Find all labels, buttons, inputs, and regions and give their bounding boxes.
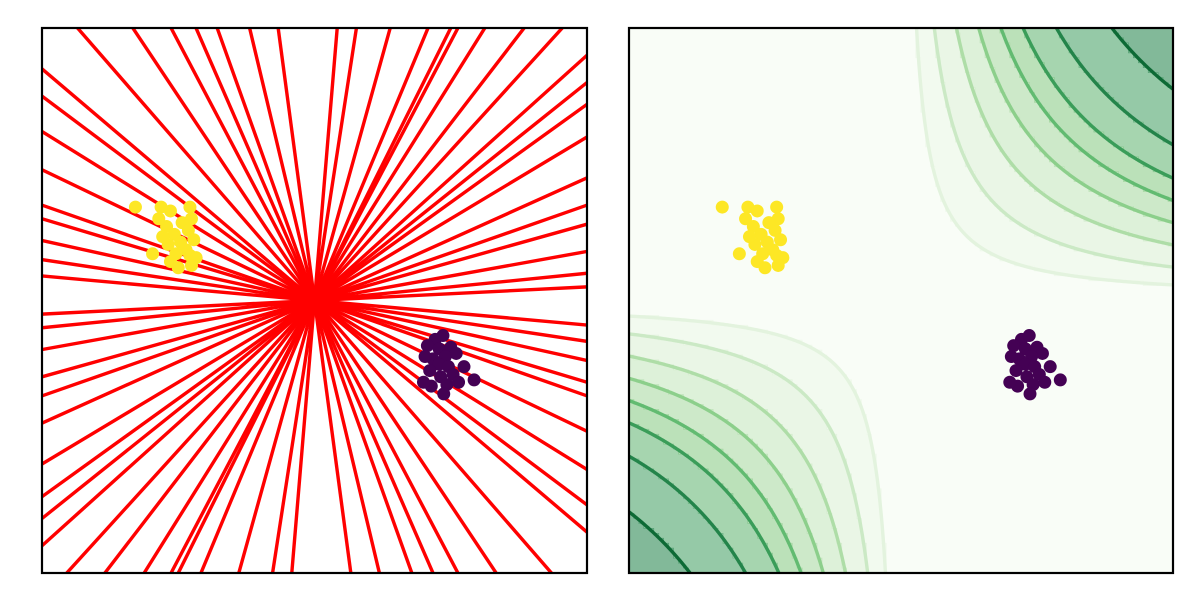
contour-line-1	[932, 28, 1173, 269]
contour-band-0	[629, 28, 1173, 573]
lines-plot-frame	[40, 26, 589, 575]
class_b-point	[1004, 350, 1018, 364]
contour-line-6	[1054, 28, 1173, 147]
class_a-point	[774, 233, 788, 247]
class_a-point	[163, 204, 177, 218]
class_b-point	[437, 387, 451, 401]
contour-line-5	[629, 421, 781, 573]
class_b-point	[1023, 387, 1037, 401]
contour-line-3	[977, 28, 1173, 225]
class_a-point	[187, 233, 201, 247]
contour-band-3	[629, 28, 1173, 573]
class_a-point	[739, 212, 753, 226]
class_a-point	[128, 200, 142, 214]
contour-lines	[629, 28, 1173, 573]
class_b-point	[1022, 329, 1036, 343]
class_b-point	[418, 350, 432, 364]
class_b-point	[1035, 346, 1049, 360]
contour-line-6	[629, 454, 748, 573]
class_b-point	[1053, 373, 1067, 387]
class_b-point	[452, 375, 466, 389]
hyperplane-line	[42, 80, 587, 521]
contour-line-2	[629, 354, 848, 573]
class_b-point	[1003, 375, 1017, 389]
contour-band-7	[629, 28, 1173, 573]
contour-plot-frame	[627, 26, 1175, 575]
class_b-point	[1007, 339, 1021, 353]
class_b-point	[417, 375, 430, 389]
class_a-point	[770, 200, 784, 214]
class_a-point	[183, 200, 197, 214]
class_b-point	[420, 339, 434, 353]
lines-panel	[40, 26, 589, 575]
class_b-point	[1009, 364, 1023, 378]
class_a-point	[156, 230, 170, 244]
contour-fills	[629, 28, 1173, 573]
class_b-point	[449, 346, 463, 360]
class_b-point	[1043, 360, 1057, 374]
class_a-point	[146, 247, 160, 261]
class_b-point	[1038, 375, 1052, 389]
contour-line-0	[629, 314, 888, 573]
class_a-point	[152, 212, 166, 226]
contour-line-0	[914, 28, 1173, 287]
hyperplane-lines	[42, 28, 587, 573]
class_a-point	[758, 261, 772, 275]
class_a-point	[732, 247, 746, 261]
contour-panel	[627, 26, 1175, 575]
class_a-point	[771, 258, 785, 272]
contour-line-4	[629, 399, 803, 573]
contour-line-4	[999, 28, 1173, 202]
contour-line-1	[629, 332, 870, 573]
class_b-point	[423, 364, 437, 378]
contour-line-7	[629, 510, 692, 573]
contour-scatter-points	[715, 200, 1067, 401]
class_a-point	[750, 204, 764, 218]
class_b-point	[467, 373, 481, 387]
contour-line-7	[1110, 28, 1173, 91]
contour-line-2	[954, 28, 1173, 247]
class_a-point	[171, 261, 185, 275]
contour-line-3	[629, 376, 825, 573]
class_b-point	[436, 329, 450, 343]
class_a-point	[184, 258, 198, 272]
contour-line-5	[1021, 28, 1173, 180]
class_b-point	[457, 360, 471, 374]
class_a-point	[715, 200, 729, 214]
class_a-point	[742, 230, 756, 244]
lines-scatter-points	[128, 200, 481, 401]
